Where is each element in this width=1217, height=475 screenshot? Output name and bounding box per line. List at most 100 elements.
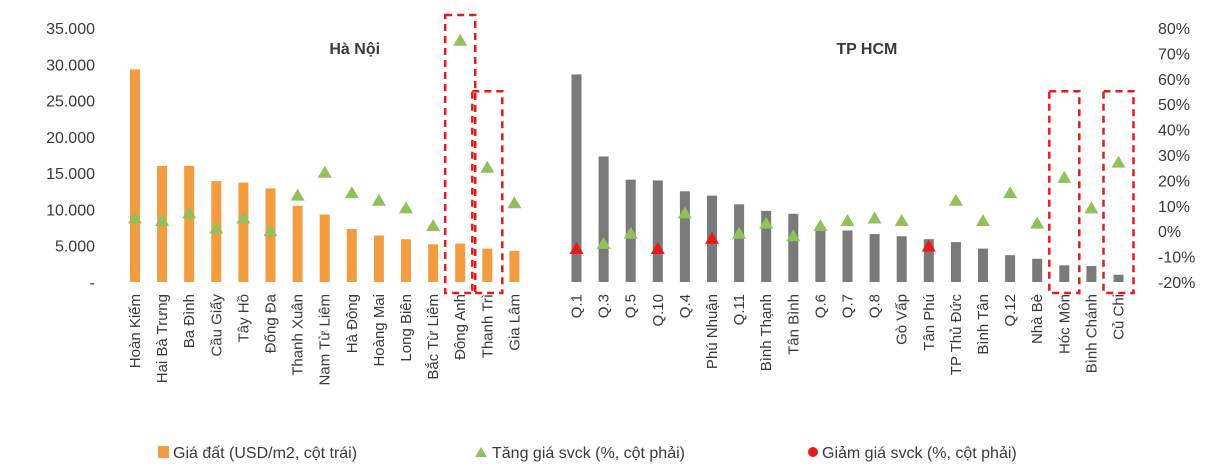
- bar-binh-chanh: [1086, 266, 1097, 282]
- right-tick-label: 0%: [1158, 224, 1181, 241]
- left-tick-label: 30.000: [46, 57, 95, 74]
- bar-thanh-tri: [482, 248, 493, 282]
- bar-tay-ho: [238, 182, 249, 282]
- right-tick-label: -20%: [1158, 275, 1195, 292]
- region-labels: Hà Nội TP HCM: [329, 41, 897, 58]
- down-marker-phu-nhuan: [705, 231, 719, 244]
- legend-label-tang-gia: Tăng giá svck (%, cột phải): [492, 445, 685, 462]
- up-marker-cu-chi: [1111, 155, 1126, 168]
- x-label-hoan-kiem: Hoàn Kiếm: [127, 294, 144, 368]
- legend: Giá đất (USD/m2, cột trái) Tăng giá svck …: [158, 445, 1017, 462]
- x-label-q-4: Q.4: [677, 294, 694, 318]
- up-marker-binh-thanh: [759, 216, 774, 229]
- up-marker-long-bien: [399, 201, 413, 214]
- right-tick-label: 50%: [1158, 97, 1190, 114]
- legend-label-giam-gia: Giảm giá svck (%, cột phải): [822, 445, 1017, 462]
- x-label-tp-thu-duc: TP Thủ Đức: [948, 294, 965, 376]
- bar-bac-tu-liem: [428, 244, 439, 282]
- x-label-tay-ho: Tây Hồ: [235, 294, 252, 342]
- x-label-binh-chanh: Bình Chánh: [1083, 294, 1100, 373]
- left-axis: - 5.000 10.000 15.000 20.000 25.000 30.000 35.0…: [46, 21, 95, 292]
- up-marker-q-5: [623, 226, 638, 239]
- highlight-box-0: [443, 13, 477, 295]
- bar-binh-tan: [978, 248, 988, 282]
- x-label-hoc-mon: Hóc Môn: [1056, 294, 1073, 354]
- left-tick-label: 35.000: [46, 21, 95, 38]
- up-marker-q-11: [732, 226, 747, 239]
- x-label-tan-phu: Tân Phú: [921, 294, 938, 351]
- left-tick-label: 25.000: [46, 94, 95, 111]
- down-marker-tan-phu: [921, 239, 936, 252]
- x-label-q-7: Q.7: [840, 294, 857, 318]
- x-label-dong-da: Đống Đa: [263, 293, 280, 353]
- right-tick-label: 10%: [1158, 199, 1190, 216]
- up-marker-cau-giay: [209, 221, 224, 234]
- bar-ba-dinh: [184, 165, 195, 282]
- x-label-long-bien: Long Biên: [398, 294, 415, 362]
- bar-series: [130, 69, 1124, 283]
- up-marker-gia-lam: [507, 196, 522, 209]
- up-marker-go-vap: [894, 214, 909, 227]
- down-marker-q-1: [569, 241, 584, 254]
- up-marker-hoan-kiem: [128, 211, 142, 224]
- right-tick-label: 20%: [1158, 173, 1190, 190]
- x-label-q-6: Q.6: [812, 294, 829, 318]
- bar-ha-dong: [346, 229, 357, 282]
- up-marker-nha-be: [1030, 216, 1045, 229]
- region-label-tp-hcm: TP HCM: [836, 41, 897, 58]
- bar-dong-anh: [455, 243, 466, 282]
- x-label-phu-nhuan: Phú Nhuận: [704, 294, 721, 369]
- bar-cu-chi: [1113, 274, 1124, 282]
- x-label-q-11: Q.11: [731, 294, 748, 325]
- up-marker-q-7: [840, 214, 855, 227]
- bar-nha-be: [1032, 258, 1043, 282]
- right-tick-label: -10%: [1158, 250, 1195, 267]
- bar-hoang-mai: [373, 235, 384, 282]
- highlight-box-1: [471, 89, 504, 295]
- x-label-go-vap: Gò Vấp: [894, 294, 911, 345]
- x-label-hoang-mai: Hoàng Mai: [371, 294, 388, 367]
- x-label-q-5: Q.5: [623, 294, 640, 318]
- bar-gia-lam: [509, 250, 520, 282]
- bar-q-6: [815, 226, 826, 282]
- up-marker-q-3: [596, 236, 611, 249]
- right-tick-label: 60%: [1158, 72, 1190, 89]
- bar-q-7: [842, 230, 853, 282]
- bar-q-12: [1005, 255, 1016, 282]
- bar-q-10: [652, 180, 663, 282]
- right-tick-label: 80%: [1158, 21, 1190, 38]
- left-tick-label: 5.000: [55, 239, 95, 256]
- x-label-ha-dong: Hà Đông: [344, 294, 361, 353]
- bar-hoc-mon: [1059, 265, 1070, 282]
- right-tick-label: 30%: [1158, 148, 1190, 165]
- left-tick-label: 20.000: [46, 130, 95, 147]
- bar-go-vap: [896, 236, 907, 282]
- bar-tp-thu-duc: [950, 242, 961, 282]
- up-marker-ha-dong: [344, 186, 359, 199]
- x-label-tan-binh: Tân Bình: [785, 294, 802, 355]
- bar-nam-tu-liem: [319, 214, 330, 282]
- bar-hoan-kiem: [130, 69, 140, 282]
- bar-q-11: [734, 204, 745, 282]
- x-label-q-8: Q.8: [867, 294, 884, 318]
- bar-q-1: [571, 74, 582, 283]
- x-label-q-12: Q.12: [1002, 294, 1019, 327]
- up-marker-tay-ho: [236, 211, 251, 224]
- bar-q-8: [869, 234, 880, 282]
- region-label-ha-noi: Hà Nội: [329, 41, 380, 58]
- up-marker-hoang-mai: [371, 193, 386, 206]
- up-marker-nam-tu-liem: [317, 165, 332, 178]
- up-marker-tp-thu-duc: [948, 193, 963, 206]
- down-marker-q-10: [650, 241, 665, 254]
- right-tick-label: 40%: [1158, 123, 1190, 140]
- up-marker-dong-da: [263, 224, 278, 237]
- bar-q-3: [598, 156, 609, 282]
- up-marker-hoc-mon: [1057, 170, 1072, 183]
- up-marker-ba-dinh: [182, 206, 197, 219]
- marker-series: [128, 33, 1126, 254]
- x-label-hai-ba-trung: Hai Bà Trưng: [154, 294, 171, 383]
- bar-tan-binh: [788, 213, 799, 282]
- x-label-bac-tu-liem: Bắc Từ Liêm: [425, 294, 442, 380]
- x-label-q-10: Q.10: [650, 294, 667, 327]
